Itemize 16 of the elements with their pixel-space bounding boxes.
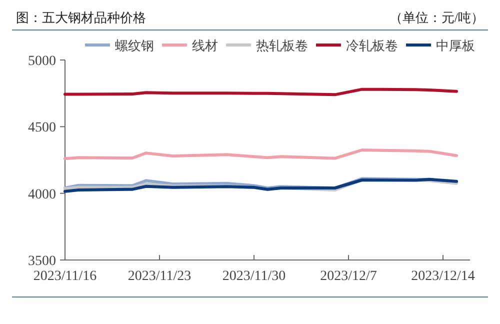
y-tick-label: 4000 [28, 187, 56, 202]
x-tick-label: 2023/11/16 [33, 269, 97, 284]
legend-label: 中厚板 [436, 38, 475, 53]
x-tick-label: 2023/12/14 [411, 269, 475, 284]
chart-title: 图：五大钢材品种价格 [16, 10, 146, 25]
legend-label: 螺纹钢 [115, 38, 154, 53]
chart-subtitle: （单位：元/吨） [389, 10, 484, 25]
x-tick-label: 2023/11/23 [128, 269, 192, 284]
y-tick-label: 5000 [28, 54, 56, 69]
x-tick-label: 2023/12/7 [320, 269, 377, 284]
y-tick-label: 4500 [28, 120, 56, 136]
x-tick-label: 2023/11/30 [222, 269, 286, 284]
y-tick-label: 3500 [28, 254, 56, 269]
legend-label: 热轧板卷 [256, 38, 308, 53]
legend-label: 冷轧板卷 [346, 38, 398, 53]
legend-label: 线材 [192, 38, 218, 53]
